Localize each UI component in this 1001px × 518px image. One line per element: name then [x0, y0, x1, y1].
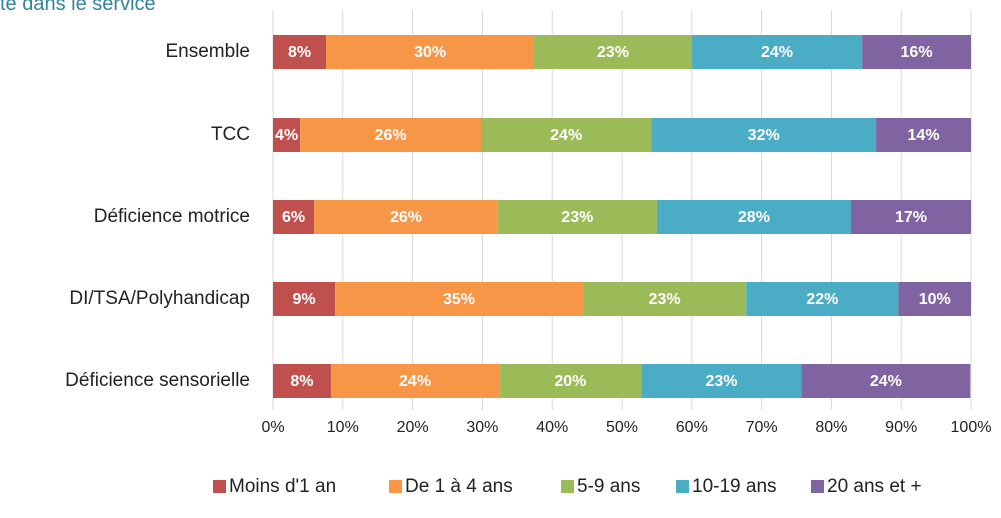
- data-label: 28%: [738, 209, 770, 226]
- data-label: 10%: [919, 291, 951, 308]
- bar-segment: [273, 118, 301, 152]
- data-label: 14%: [908, 127, 940, 144]
- x-tick-label: 90%: [885, 419, 917, 436]
- data-label: 8%: [288, 44, 311, 61]
- bar-segment: [651, 118, 877, 152]
- legend-label: 10-19 ans: [692, 476, 777, 497]
- bar-segment: [499, 364, 642, 398]
- data-label: 6%: [282, 209, 305, 226]
- y-tick-label: Déficience sensorielle: [65, 370, 250, 391]
- bar-segment: [273, 35, 327, 69]
- bar-segment: [876, 118, 971, 152]
- bar-segment: [497, 200, 657, 234]
- data-label: 23%: [597, 44, 629, 61]
- data-label: 16%: [901, 44, 933, 61]
- bar-segment: [481, 118, 652, 152]
- data-label: 4%: [275, 127, 298, 144]
- data-label: 17%: [895, 209, 927, 226]
- bar-segment: [641, 364, 802, 398]
- data-label: 8%: [290, 373, 313, 390]
- legend-label: 20 ans et +: [827, 476, 922, 497]
- y-tick-label: DI/TSA/Polyhandicap: [69, 288, 250, 309]
- bar-segment: [691, 35, 863, 69]
- legend-swatch: [213, 480, 226, 493]
- data-label: 22%: [806, 291, 838, 308]
- data-label: 9%: [292, 291, 315, 308]
- data-label: 23%: [649, 291, 681, 308]
- legend-swatch: [389, 480, 402, 493]
- y-tick-label: Déficience motrice: [94, 206, 250, 227]
- x-tick-label: 50%: [606, 419, 638, 436]
- x-tick-label: 40%: [536, 419, 568, 436]
- data-label: 23%: [561, 209, 593, 226]
- y-tick-label: Ensemble: [166, 41, 251, 62]
- bar-segment: [300, 118, 482, 152]
- x-tick-label: 20%: [397, 419, 429, 436]
- bar-segment: [898, 282, 971, 316]
- bar-segment: [850, 200, 971, 234]
- bar-segment: [582, 282, 747, 316]
- data-label: 32%: [748, 127, 780, 144]
- bar-segment: [801, 364, 971, 398]
- x-tick-label: 30%: [466, 419, 498, 436]
- legend-swatch: [811, 480, 824, 493]
- bar-segment: [330, 364, 500, 398]
- data-label: 20%: [554, 373, 586, 390]
- y-tick-label: TCC: [211, 124, 250, 145]
- bar-segment: [326, 35, 535, 69]
- data-label: 24%: [761, 44, 793, 61]
- data-label: 24%: [870, 373, 902, 390]
- bar-segment: [534, 35, 692, 69]
- legend-swatch: [676, 480, 689, 493]
- legend-label: Moins d'1 an: [229, 476, 336, 497]
- bar-segment: [314, 200, 498, 234]
- x-tick-label: 0%: [261, 419, 284, 436]
- bar-segment: [273, 282, 336, 316]
- bar-segment: [862, 35, 971, 69]
- legend-label: 5-9 ans: [577, 476, 640, 497]
- x-tick-label: 80%: [815, 419, 847, 436]
- bar-segment: [273, 364, 331, 398]
- chart-title: té dans le service: [0, 0, 156, 15]
- data-label: 24%: [399, 373, 431, 390]
- x-tick-label: 100%: [951, 419, 992, 436]
- legend-swatch: [561, 480, 574, 493]
- data-label: 26%: [390, 209, 422, 226]
- bar-segment: [746, 282, 899, 316]
- x-tick-label: 70%: [746, 419, 778, 436]
- data-label: 35%: [443, 291, 475, 308]
- data-label: 30%: [414, 44, 446, 61]
- data-label: 26%: [375, 127, 407, 144]
- x-tick-label: 10%: [327, 419, 359, 436]
- legend-label: De 1 à 4 ans: [405, 476, 513, 497]
- bar-segment: [656, 200, 851, 234]
- bar-segment: [273, 200, 315, 234]
- bar-segment: [335, 282, 583, 316]
- data-label: 24%: [550, 127, 582, 144]
- data-label: 23%: [705, 373, 737, 390]
- x-tick-label: 60%: [676, 419, 708, 436]
